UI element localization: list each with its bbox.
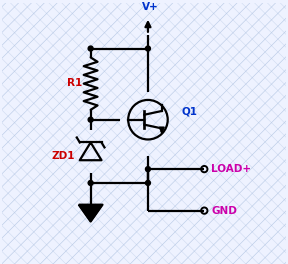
Circle shape — [145, 46, 150, 51]
Text: Q1: Q1 — [181, 107, 198, 117]
Text: LOAD+: LOAD+ — [211, 164, 251, 174]
Circle shape — [88, 46, 93, 51]
Text: GND: GND — [211, 206, 237, 216]
Polygon shape — [79, 205, 103, 221]
Text: R1: R1 — [67, 78, 82, 88]
Text: V+: V+ — [142, 2, 158, 12]
Circle shape — [88, 181, 93, 185]
Circle shape — [88, 117, 93, 122]
Circle shape — [145, 167, 150, 172]
Circle shape — [145, 181, 150, 185]
Text: ZD1: ZD1 — [51, 151, 75, 161]
